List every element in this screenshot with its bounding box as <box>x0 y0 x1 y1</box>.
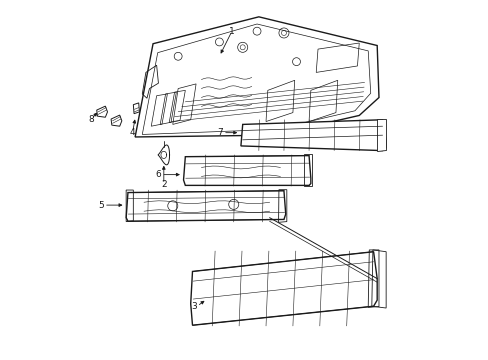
Text: 7: 7 <box>217 128 223 137</box>
Text: 3: 3 <box>191 302 197 311</box>
Text: 6: 6 <box>155 170 161 179</box>
Polygon shape <box>111 115 122 126</box>
Polygon shape <box>376 119 386 151</box>
Polygon shape <box>135 17 378 137</box>
Text: 8: 8 <box>88 114 94 123</box>
Polygon shape <box>126 191 285 221</box>
Polygon shape <box>183 156 310 185</box>
Text: 1: 1 <box>228 27 234 36</box>
Polygon shape <box>190 252 376 325</box>
Text: 5: 5 <box>98 201 104 210</box>
Polygon shape <box>97 106 107 117</box>
Polygon shape <box>133 103 139 114</box>
Polygon shape <box>241 120 386 150</box>
Text: 4: 4 <box>129 128 135 137</box>
Text: 2: 2 <box>161 180 166 189</box>
